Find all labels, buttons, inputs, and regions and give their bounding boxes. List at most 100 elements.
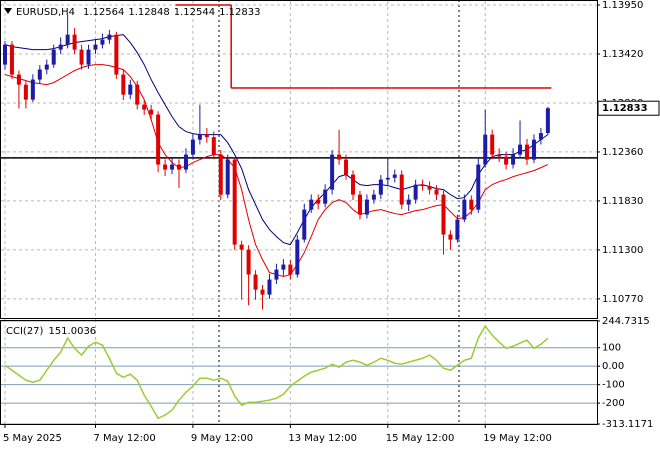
candle-body [267, 279, 272, 295]
candle-body [344, 159, 349, 175]
y-tick-label: -313.1171 [602, 419, 653, 430]
candle-body [385, 177, 390, 180]
symbol-title: EURUSD,H4 [16, 7, 75, 18]
candle-body [413, 184, 418, 200]
candle-body [302, 209, 307, 240]
y-tick-label: 1.13950 [602, 0, 643, 11]
candle-body [420, 184, 425, 187]
candle-body [392, 174, 397, 178]
y-tick-label: 244.7315 [602, 316, 650, 327]
candle-body [30, 79, 35, 100]
candle-body [476, 164, 481, 210]
cci-header: CCI(27) 151.0036 [6, 326, 96, 337]
candle-body [204, 134, 209, 138]
current-price: 1.12833 [602, 103, 648, 114]
candle-body [218, 154, 223, 195]
candle-body [156, 114, 161, 165]
candle-body [86, 49, 91, 65]
x-tick-label: 19 May 12:00 [483, 433, 552, 444]
candle-body [518, 144, 523, 155]
y-tick-label: 1.11300 [602, 245, 643, 256]
cci-line [4, 324, 549, 420]
candle-body [288, 264, 293, 275]
candle-body [239, 244, 244, 250]
candle-body [3, 44, 7, 65]
candle-body [330, 154, 335, 190]
candle-body [100, 39, 105, 45]
candle-body [149, 109, 154, 115]
cci-last: 151.0036 [48, 326, 96, 337]
y-tick-label: 100 [602, 343, 621, 354]
candle-body [190, 139, 195, 155]
candle-body [274, 269, 279, 280]
x-tick-label: 15 May 12:00 [386, 433, 455, 444]
candle-body [211, 137, 216, 155]
candle-body [121, 74, 126, 95]
candle-body [16, 74, 21, 85]
candle-body [378, 179, 383, 195]
last-low: 1.12544 [174, 7, 215, 18]
candle-body [469, 199, 474, 210]
candle-body [232, 159, 237, 245]
candle-body [462, 199, 467, 220]
y-tick-label: 1.12360 [602, 147, 643, 158]
candle-body [531, 139, 536, 160]
candle-body [357, 194, 362, 215]
candle-body [114, 34, 119, 75]
candle-body [253, 274, 258, 290]
candle-body [538, 133, 543, 140]
candle-body [504, 156, 509, 165]
header: EURUSD,H4 1.12564 1.12848 1.12544 1.12833 [16, 7, 260, 18]
x-tick-label: 9 May 12:00 [191, 433, 253, 444]
y-tick-label: 0.00 [602, 361, 624, 372]
last-open: 1.12564 [83, 7, 124, 18]
candle-body [323, 189, 328, 204]
candle-body [545, 108, 550, 134]
candle-body [260, 289, 265, 295]
candle-body [316, 199, 321, 204]
candle-body [525, 144, 529, 160]
y-tick-label: 1.11830 [602, 196, 643, 207]
candle-body [309, 199, 314, 210]
candle-body [497, 154, 502, 157]
candle-body [135, 84, 140, 105]
y-tick-label: 1.13420 [602, 49, 643, 60]
candle-body [295, 239, 300, 275]
candle-body [58, 44, 63, 50]
y-tick-label: -200 [602, 398, 625, 409]
candle-body [183, 154, 188, 170]
candle-body [406, 199, 411, 205]
candle-body [351, 174, 355, 195]
candle-body [23, 84, 28, 100]
candle-body [72, 34, 77, 50]
candle-body [142, 104, 147, 110]
cci-frame [0, 320, 598, 425]
x-tick-label: 13 May 12:00 [288, 433, 357, 444]
candle-body [337, 154, 342, 160]
candle-body [128, 84, 133, 95]
candle-body [434, 189, 439, 195]
candle-body [44, 64, 49, 70]
x-tick-label: 7 May 12:00 [93, 433, 155, 444]
candle-body [9, 44, 14, 75]
candle-body [455, 219, 460, 240]
main-frame [0, 0, 598, 319]
candle-body [51, 49, 56, 65]
candle-body [511, 154, 516, 165]
candle-body [364, 199, 369, 215]
candle-body [37, 69, 42, 80]
candle-body [225, 159, 230, 195]
x-tick-label: 5 May 2025 [3, 433, 62, 444]
candle-body [65, 34, 70, 45]
candle-body [107, 34, 112, 40]
header-icon [4, 8, 12, 14]
last-close: 1.12833 [219, 7, 260, 18]
candle-body [399, 174, 404, 205]
last-high: 1.12848 [128, 7, 169, 18]
candle-body [79, 49, 84, 65]
candle-body [281, 264, 286, 270]
cci-title: CCI(27) [6, 326, 44, 337]
